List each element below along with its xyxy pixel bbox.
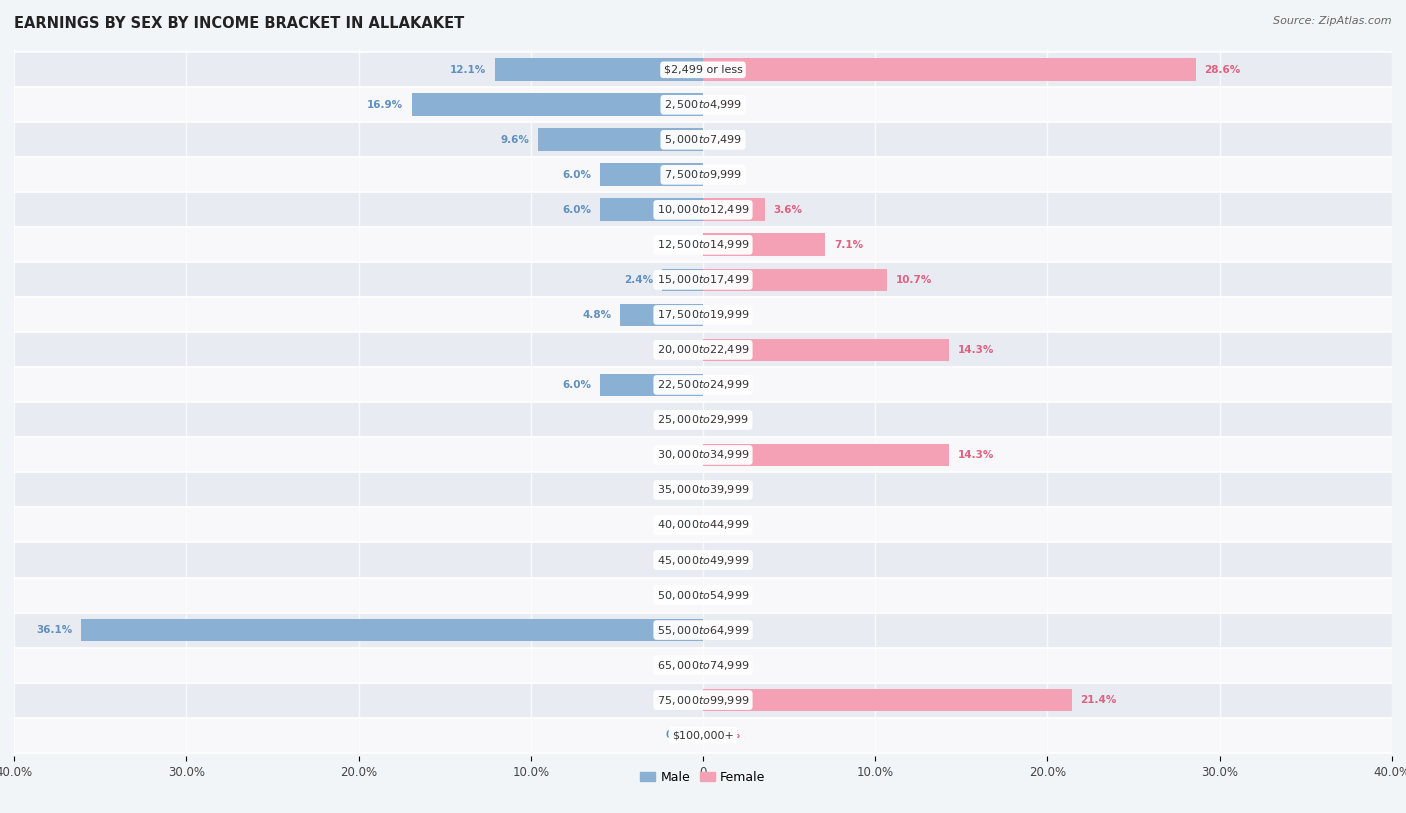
- Bar: [703, 689, 1071, 711]
- Text: $100,000+: $100,000+: [672, 730, 734, 740]
- Text: 0.0%: 0.0%: [711, 170, 741, 180]
- Bar: [537, 128, 703, 151]
- Bar: [703, 59, 1195, 81]
- Bar: [14, 122, 1392, 158]
- Bar: [412, 93, 703, 116]
- Text: 0.0%: 0.0%: [665, 415, 695, 425]
- Bar: [599, 373, 703, 396]
- Bar: [14, 718, 1392, 753]
- Text: 0.0%: 0.0%: [665, 695, 695, 705]
- Text: 0.0%: 0.0%: [665, 660, 695, 670]
- Bar: [703, 268, 887, 291]
- Text: 0.0%: 0.0%: [711, 485, 741, 495]
- Text: $17,500 to $19,999: $17,500 to $19,999: [657, 308, 749, 321]
- Bar: [14, 333, 1392, 367]
- Text: $40,000 to $44,999: $40,000 to $44,999: [657, 519, 749, 532]
- Text: 0.0%: 0.0%: [665, 520, 695, 530]
- Text: 36.1%: 36.1%: [37, 625, 73, 635]
- Text: 0.0%: 0.0%: [665, 485, 695, 495]
- Bar: [703, 444, 949, 467]
- Bar: [599, 163, 703, 186]
- Text: 21.4%: 21.4%: [1080, 695, 1116, 705]
- Bar: [662, 268, 703, 291]
- Text: 0.0%: 0.0%: [711, 310, 741, 320]
- Text: $10,000 to $12,499: $10,000 to $12,499: [657, 203, 749, 216]
- Text: $20,000 to $22,499: $20,000 to $22,499: [657, 343, 749, 356]
- Text: 0.0%: 0.0%: [711, 555, 741, 565]
- Text: 3.6%: 3.6%: [773, 205, 803, 215]
- Text: 0.0%: 0.0%: [711, 730, 741, 740]
- Text: $2,500 to $4,999: $2,500 to $4,999: [664, 98, 742, 111]
- Bar: [14, 87, 1392, 122]
- Text: $55,000 to $64,999: $55,000 to $64,999: [657, 624, 749, 637]
- Text: 7.1%: 7.1%: [834, 240, 863, 250]
- Text: $25,000 to $29,999: $25,000 to $29,999: [657, 414, 749, 427]
- Bar: [14, 683, 1392, 718]
- Bar: [14, 228, 1392, 263]
- Text: $50,000 to $54,999: $50,000 to $54,999: [657, 589, 749, 602]
- Bar: [703, 233, 825, 256]
- Text: $65,000 to $74,999: $65,000 to $74,999: [657, 659, 749, 672]
- Bar: [14, 437, 1392, 472]
- Bar: [703, 198, 765, 221]
- Text: 6.0%: 6.0%: [562, 170, 591, 180]
- Text: 12.1%: 12.1%: [450, 65, 486, 75]
- Bar: [14, 507, 1392, 542]
- Text: 0.0%: 0.0%: [665, 240, 695, 250]
- Text: $5,000 to $7,499: $5,000 to $7,499: [664, 133, 742, 146]
- Text: 0.0%: 0.0%: [711, 100, 741, 110]
- Text: 14.3%: 14.3%: [957, 345, 994, 355]
- Text: $35,000 to $39,999: $35,000 to $39,999: [657, 484, 749, 497]
- Text: Source: ZipAtlas.com: Source: ZipAtlas.com: [1274, 16, 1392, 26]
- Bar: [599, 198, 703, 221]
- Text: 10.7%: 10.7%: [896, 275, 932, 285]
- Bar: [82, 619, 703, 641]
- Text: 9.6%: 9.6%: [501, 135, 529, 145]
- Bar: [14, 298, 1392, 333]
- Bar: [703, 338, 949, 361]
- Text: $2,499 or less: $2,499 or less: [664, 65, 742, 75]
- Text: $15,000 to $17,499: $15,000 to $17,499: [657, 273, 749, 286]
- Text: EARNINGS BY SEX BY INCOME BRACKET IN ALLAKAKET: EARNINGS BY SEX BY INCOME BRACKET IN ALL…: [14, 16, 464, 31]
- Bar: [495, 59, 703, 81]
- Text: 14.3%: 14.3%: [957, 450, 994, 460]
- Bar: [14, 367, 1392, 402]
- Text: 0.0%: 0.0%: [711, 135, 741, 145]
- Text: 0.0%: 0.0%: [711, 415, 741, 425]
- Text: 6.0%: 6.0%: [562, 205, 591, 215]
- Text: 2.4%: 2.4%: [624, 275, 652, 285]
- Text: $75,000 to $99,999: $75,000 to $99,999: [657, 693, 749, 706]
- Text: 0.0%: 0.0%: [711, 380, 741, 390]
- Bar: [14, 402, 1392, 437]
- Bar: [14, 193, 1392, 228]
- Text: $12,500 to $14,999: $12,500 to $14,999: [657, 238, 749, 251]
- Bar: [14, 577, 1392, 612]
- Text: 0.0%: 0.0%: [665, 450, 695, 460]
- Text: $22,500 to $24,999: $22,500 to $24,999: [657, 378, 749, 391]
- Bar: [14, 52, 1392, 87]
- Legend: Male, Female: Male, Female: [636, 766, 770, 789]
- Text: 0.0%: 0.0%: [711, 520, 741, 530]
- Bar: [14, 647, 1392, 683]
- Text: 0.0%: 0.0%: [711, 660, 741, 670]
- Text: $30,000 to $34,999: $30,000 to $34,999: [657, 449, 749, 462]
- Text: 0.0%: 0.0%: [665, 345, 695, 355]
- Bar: [14, 612, 1392, 647]
- Text: 16.9%: 16.9%: [367, 100, 404, 110]
- Text: 0.0%: 0.0%: [711, 625, 741, 635]
- Text: 0.0%: 0.0%: [665, 730, 695, 740]
- Bar: [14, 542, 1392, 577]
- Text: $45,000 to $49,999: $45,000 to $49,999: [657, 554, 749, 567]
- Text: 0.0%: 0.0%: [665, 590, 695, 600]
- Bar: [620, 303, 703, 326]
- Text: $7,500 to $9,999: $7,500 to $9,999: [664, 168, 742, 181]
- Text: 28.6%: 28.6%: [1204, 65, 1240, 75]
- Bar: [14, 263, 1392, 298]
- Text: 4.8%: 4.8%: [582, 310, 612, 320]
- Bar: [14, 472, 1392, 507]
- Text: 0.0%: 0.0%: [665, 555, 695, 565]
- Bar: [14, 158, 1392, 193]
- Text: 0.0%: 0.0%: [711, 590, 741, 600]
- Text: 6.0%: 6.0%: [562, 380, 591, 390]
